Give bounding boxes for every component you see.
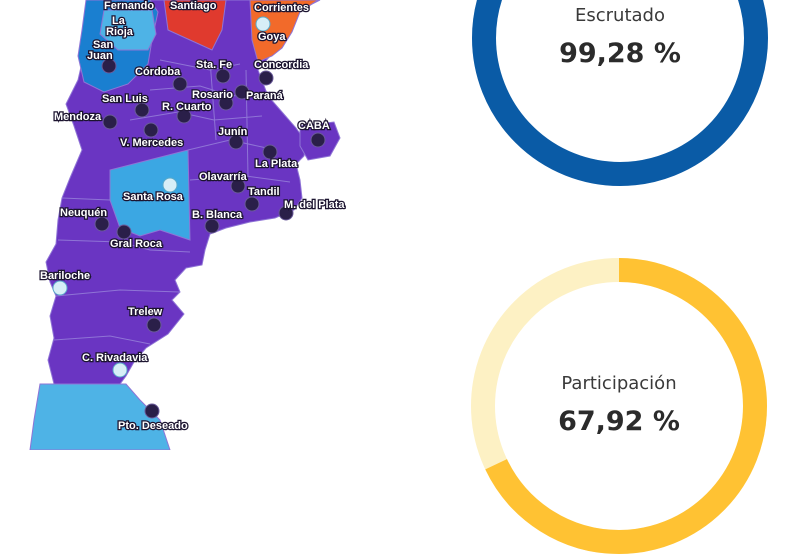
city-label-neuquen: Neuquén — [60, 207, 107, 219]
city-label-corrientes: Corrientes — [254, 2, 309, 14]
marker-concordia[interactable] — [258, 70, 274, 86]
city-label-trelew: Trelew — [128, 306, 163, 318]
marker-neuquen[interactable] — [94, 216, 110, 232]
city-label-c-rivadavia: C. Rivadavia — [82, 352, 148, 364]
city-label-cordoba: Córdoba — [135, 66, 181, 78]
city-label-san-juan: San Juan — [87, 39, 113, 62]
marker-gral-roca[interactable] — [116, 224, 132, 240]
escrutado-gauge: Escrutado 99,28 % — [470, 0, 770, 188]
escrutado-label: Escrutado — [575, 5, 665, 26]
marker-tandil[interactable] — [244, 196, 260, 212]
marker-m-del-plata[interactable] — [278, 205, 294, 221]
participacion-gauge: Participación 67,92 % — [469, 256, 769, 556]
city-label-sta-fe: Sta. Fe — [196, 59, 232, 71]
city-label-tandil: Tandil — [248, 186, 280, 198]
marker-san-juan[interactable] — [101, 58, 117, 74]
marker-goya[interactable] — [255, 16, 271, 32]
marker-la-plata[interactable] — [262, 144, 278, 160]
city-label-la-plata: La Plata — [255, 158, 298, 170]
participacion-label: Participación — [561, 373, 677, 394]
marker-santa-rosa[interactable] — [162, 177, 178, 193]
marker-bariloche[interactable] — [52, 280, 68, 296]
city-label-santa-rosa: Santa Rosa — [123, 191, 184, 203]
city-label-olavarria: Olavarría — [199, 171, 248, 183]
city-label-goya: Goya — [258, 31, 286, 43]
marker-trelew[interactable] — [146, 317, 162, 333]
city-label-gral-roca: Gral Roca — [110, 238, 163, 250]
map-region-la-rioja[interactable] — [99, 9, 157, 51]
city-label-la-rioja: La Rioja — [106, 15, 134, 38]
map-region-la-pampa[interactable] — [109, 149, 191, 241]
escrutado-value: 99,28 % — [559, 38, 681, 69]
city-label-parana: Paraná — [246, 90, 284, 102]
city-label-concordia: Concordia — [254, 59, 309, 71]
marker-rosario[interactable] — [218, 95, 234, 111]
city-label-san-luis: San Luis — [102, 93, 148, 105]
marker-r-cuarto[interactable] — [176, 108, 192, 124]
city-label-junin: Junín — [218, 126, 248, 138]
marker-olavarria[interactable] — [230, 178, 246, 194]
participacion-value: 67,92 % — [558, 406, 680, 437]
city-label-b-blanca: B. Blanca — [192, 209, 243, 221]
marker-v-mercedes[interactable] — [143, 122, 159, 138]
city-label-fernando: Fernando — [104, 0, 154, 12]
marker-junin[interactable] — [228, 134, 244, 150]
city-label-mendoza: Mendoza — [54, 111, 102, 123]
escrutado-ring — [472, 0, 768, 186]
city-label-v-mercedes: V. Mercedes — [120, 137, 183, 149]
city-label-rosario: Rosario — [192, 89, 233, 101]
city-label-santiago: Santiago — [170, 0, 217, 12]
city-label-r-cuarto: R. Cuarto — [162, 101, 212, 113]
city-label-caba: CABA — [298, 120, 330, 132]
marker-caba[interactable] — [310, 132, 326, 148]
marker-parana[interactable] — [234, 84, 250, 100]
city-label-bariloche: Bariloche — [40, 270, 90, 282]
marker-mendoza[interactable] — [102, 114, 118, 130]
marker-sta-fe[interactable] — [215, 68, 231, 84]
marker-cordoba[interactable] — [172, 76, 188, 92]
marker-b-blanca[interactable] — [204, 218, 220, 234]
city-label-pto-deseado: Pto. Deseado — [118, 420, 188, 432]
marker-san-luis[interactable] — [134, 102, 150, 118]
map-region-santiago[interactable] — [163, 0, 227, 51]
map-region-corrientes[interactable] — [249, 0, 319, 63]
city-label-m-del-plata: M. del Plata — [284, 199, 345, 211]
map-region-south[interactable] — [29, 383, 171, 450]
marker-c-rivadavia[interactable] — [112, 362, 128, 378]
argentina-results-map[interactable]: Fernando Santiago Corrientes La Rioja Goya San… — [0, 0, 400, 450]
marker-pto-deseado[interactable] — [144, 403, 160, 419]
